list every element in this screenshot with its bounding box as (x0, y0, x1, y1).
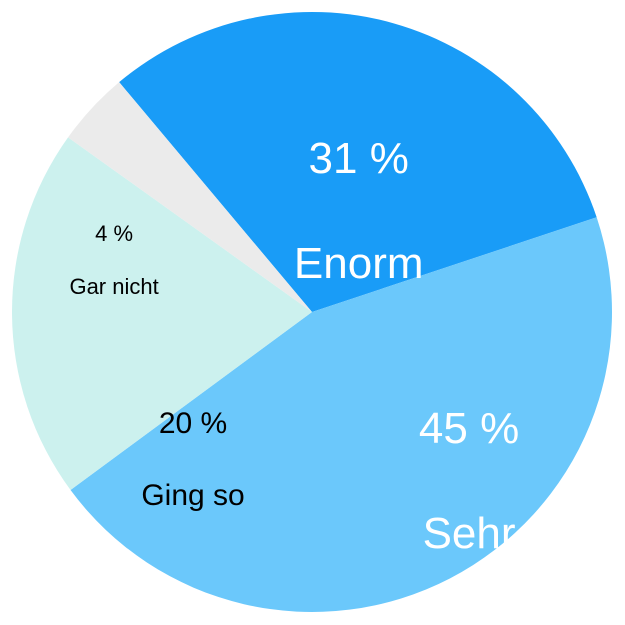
slice-label-garnicht: 4 % Gar nicht (45, 195, 159, 327)
pie-chart: 31 % Enorm 45 % Sehr 20 % Ging so 4 % Ga… (0, 0, 625, 625)
slice-label-enorm: 31 % Enorm (245, 80, 424, 344)
slice-percent: 31 (309, 134, 358, 183)
slice-text: Ging so (141, 479, 244, 512)
slice-text: Sehr (423, 509, 516, 558)
slice-percent: 4 (95, 221, 107, 246)
slice-text: Enorm (294, 239, 424, 288)
slice-text: Gar nicht (69, 274, 158, 299)
slice-percent: 45 (419, 404, 468, 453)
slice-percent: 20 (159, 407, 192, 440)
slice-label-sehr: 45 % Sehr (370, 350, 519, 614)
slice-label-gingso: 20 % Ging so (108, 370, 245, 550)
